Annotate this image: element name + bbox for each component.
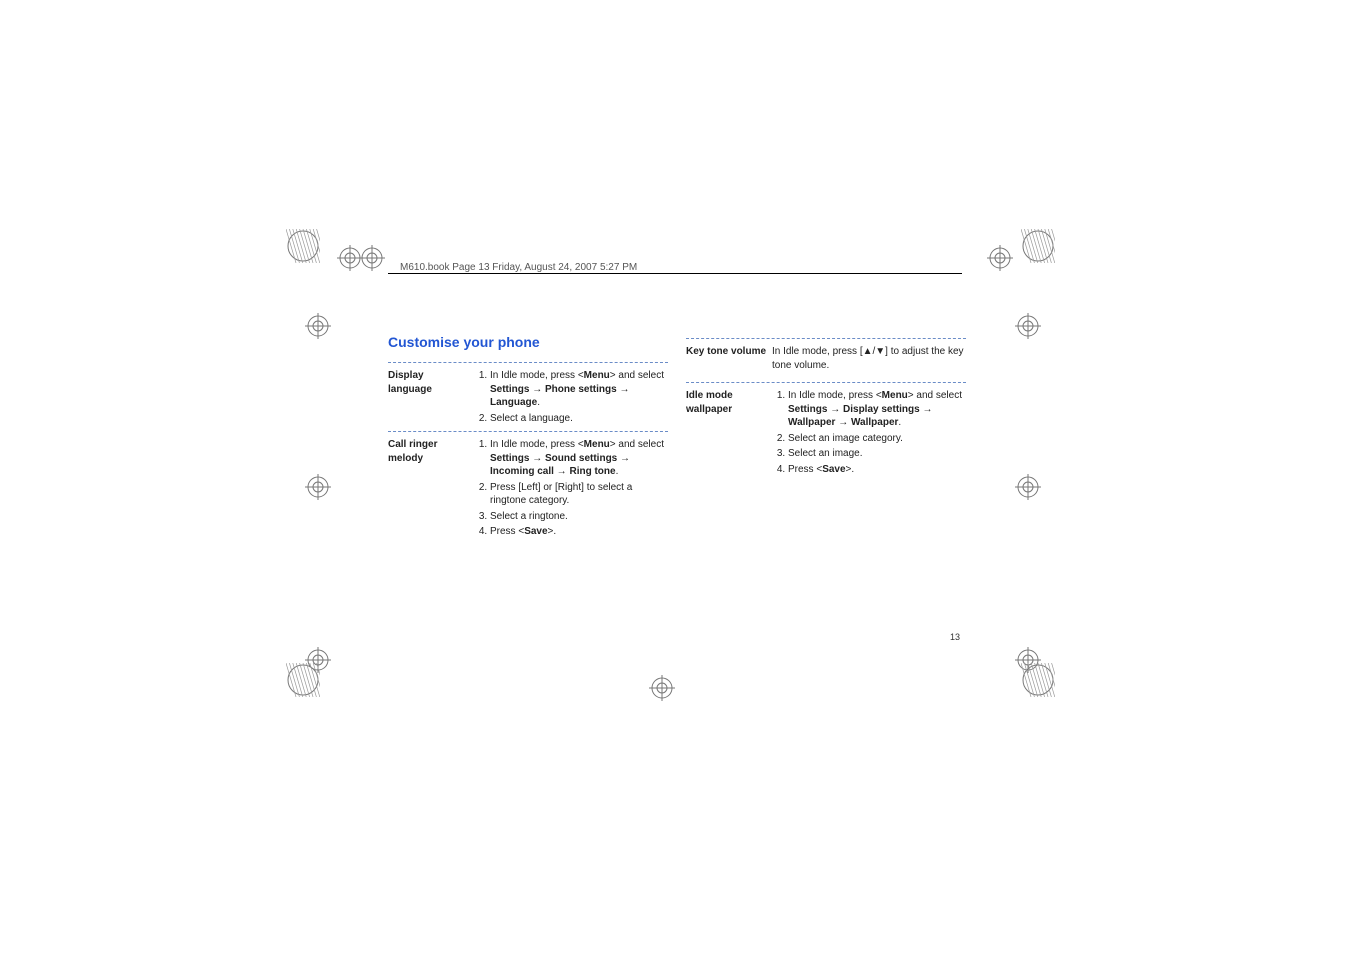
- corner-mark-icon: [1021, 663, 1055, 697]
- step: In Idle mode, press <Menu> and select Se…: [788, 389, 966, 430]
- registration-mark-icon: [649, 675, 675, 701]
- header-text: M610.book Page 13 Friday, August 24, 200…: [400, 262, 637, 273]
- step: Select a ringtone.: [490, 510, 668, 524]
- registration-mark-icon: [305, 474, 331, 500]
- left-column: Display language In Idle mode, press <Me…: [388, 358, 668, 541]
- label: Idle mode wallpaper: [686, 389, 772, 478]
- label: Display language: [388, 369, 474, 427]
- step: Select a language.: [490, 412, 668, 426]
- divider: [388, 431, 668, 432]
- label: Call ringer melody: [388, 438, 474, 541]
- block-key-tone: Key tone volume In Idle mode, press [▲/▼…: [686, 345, 966, 372]
- registration-mark-icon: [1015, 474, 1041, 500]
- block-display-language: Display language In Idle mode, press <Me…: [388, 369, 668, 427]
- divider: [686, 382, 966, 383]
- step: Select an image category.: [788, 432, 966, 446]
- step: Select an image.: [788, 447, 966, 461]
- registration-mark-icon: [1015, 313, 1041, 339]
- registration-mark-icon: [305, 313, 331, 339]
- step: Press <Save>.: [788, 463, 966, 477]
- corner-mark-icon: [286, 663, 320, 697]
- page-number: 13: [950, 632, 960, 642]
- divider: [686, 338, 966, 339]
- header-rule: [388, 273, 962, 274]
- step: Press [Left] or [Right] to select a ring…: [490, 481, 668, 508]
- label: Key tone volume: [686, 345, 772, 372]
- corner-mark-icon: [1021, 229, 1055, 263]
- block-wallpaper: Idle mode wallpaper In Idle mode, press …: [686, 389, 966, 478]
- steps: In Idle mode, press <Menu> and select Se…: [474, 438, 668, 541]
- divider: [388, 362, 668, 363]
- section-title: Customise your phone: [388, 334, 540, 350]
- corner-mark-icon: [286, 229, 320, 263]
- step: In Idle mode, press <Menu> and select Se…: [490, 438, 668, 479]
- registration-mark-icon: [987, 245, 1013, 271]
- right-column: Key tone volume In Idle mode, press [▲/▼…: [686, 334, 966, 541]
- body-text: In Idle mode, press [▲/▼] to adjust the …: [772, 345, 966, 372]
- registration-mark-icon: [359, 245, 385, 271]
- steps: In Idle mode, press <Menu> and select Se…: [772, 389, 966, 478]
- step: Press <Save>.: [490, 525, 668, 539]
- steps: In Idle mode, press <Menu> and select Se…: [474, 369, 668, 427]
- step: In Idle mode, press <Menu> and select Se…: [490, 369, 668, 410]
- block-call-ringer: Call ringer melody In Idle mode, press <…: [388, 438, 668, 541]
